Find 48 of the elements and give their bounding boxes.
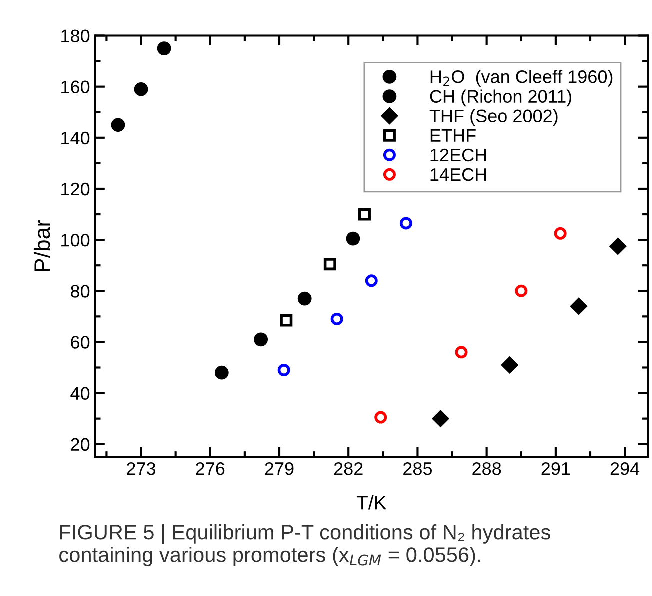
y-tick-label: 160 (62, 80, 90, 94)
point (501, 356, 518, 374)
legend-label: H$_{2}$O (van Cleeff 1960) (430, 70, 613, 87)
point (298, 292, 312, 306)
point (358, 208, 371, 221)
point (134, 82, 148, 96)
point (214, 366, 229, 380)
y-tick-label: 80 (71, 285, 90, 298)
x-tick-label: 285 (404, 462, 432, 476)
x-axis-title: T/K (356, 495, 387, 510)
x-tick-label: 291 (542, 462, 570, 476)
y-tick-label: 60 (71, 336, 90, 349)
x-tick-label: 273 (127, 462, 156, 476)
y-axis-title: P/bar (34, 220, 50, 272)
point (157, 42, 172, 56)
point (330, 312, 344, 326)
y-tick-label: 100 (62, 234, 90, 247)
caption: FIGURE 5 | Equilibrium P-T conditions of N₂ hydrates containing various promoters (x$_{LGM}$ = 0.0556). (60, 524, 550, 566)
y-tick-label: 40 (70, 387, 90, 400)
point (374, 411, 388, 424)
point (346, 232, 360, 246)
point (455, 346, 468, 359)
x-tick-label: 279 (265, 462, 294, 476)
legend-label: 12ECH (430, 148, 486, 162)
x-tick-label: 276 (196, 462, 225, 476)
y-tick-label: 140 (62, 132, 90, 145)
x-tick-label: 288 (472, 462, 502, 476)
legend-label: 14ECH (430, 168, 486, 182)
point (365, 274, 378, 288)
point (515, 284, 528, 298)
point (554, 227, 567, 240)
legend-label: CH (Richon 2011) (430, 90, 572, 107)
x-tick-label: 282 (334, 462, 363, 476)
point (400, 217, 412, 230)
point (254, 332, 268, 347)
point (324, 258, 336, 271)
point (280, 314, 293, 327)
point (278, 364, 290, 377)
point (610, 238, 627, 255)
point (111, 118, 126, 132)
x-tick-label: 294 (610, 462, 640, 476)
y-tick-label: 20 (71, 438, 90, 452)
y-tick-label: 120 (62, 182, 90, 196)
legend-label: THF (Seo 2002) (430, 109, 558, 126)
point (570, 298, 588, 316)
y-tick-label: 180 (62, 30, 90, 42)
legend-label: ETHF (430, 129, 476, 142)
point (432, 410, 450, 428)
